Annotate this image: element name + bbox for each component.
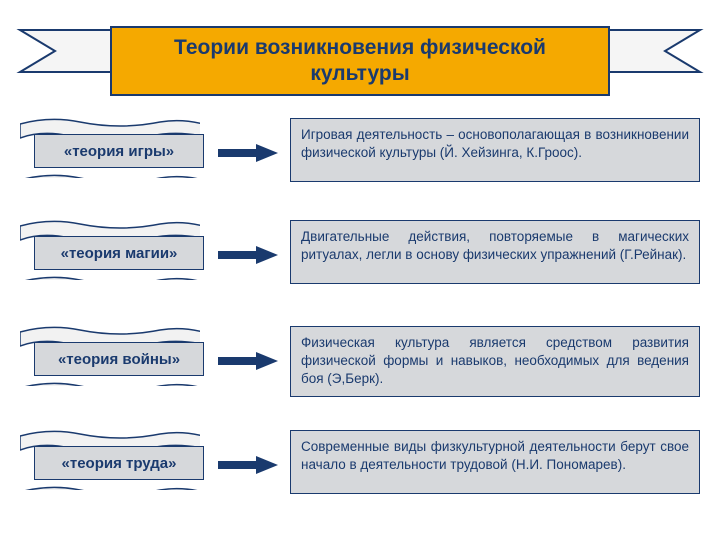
theory-label: «теория труда»: [34, 446, 204, 480]
theory-row: «теория войны» Физическая культура являе…: [20, 316, 700, 396]
arrow-right-icon: [218, 352, 278, 370]
theory-row: «теория магии» Двигательные действия, по…: [20, 210, 700, 290]
theory-label: «теория игры»: [34, 134, 204, 168]
title-banner: Теории возникновения физической культуры: [0, 12, 720, 90]
theory-row: «теория игры» Игровая деятельность – осн…: [20, 108, 700, 188]
theory-label: «теория войны»: [34, 342, 204, 376]
theory-description: Игровая деятельность – основополагающая …: [290, 118, 700, 182]
theory-row: «теория труда» Современные виды физкульт…: [20, 420, 700, 500]
theory-label: «теория магии»: [34, 236, 204, 270]
theory-description: Современные виды физкультурной деятельно…: [290, 430, 700, 494]
theory-description: Физическая культура является средством р…: [290, 326, 700, 397]
theory-description: Двигательные действия, повторяемые в маг…: [290, 220, 700, 284]
page-title: Теории возникновения физической культуры: [110, 26, 610, 96]
arrow-right-icon: [218, 144, 278, 162]
arrow-right-icon: [218, 456, 278, 474]
arrow-right-icon: [218, 246, 278, 264]
